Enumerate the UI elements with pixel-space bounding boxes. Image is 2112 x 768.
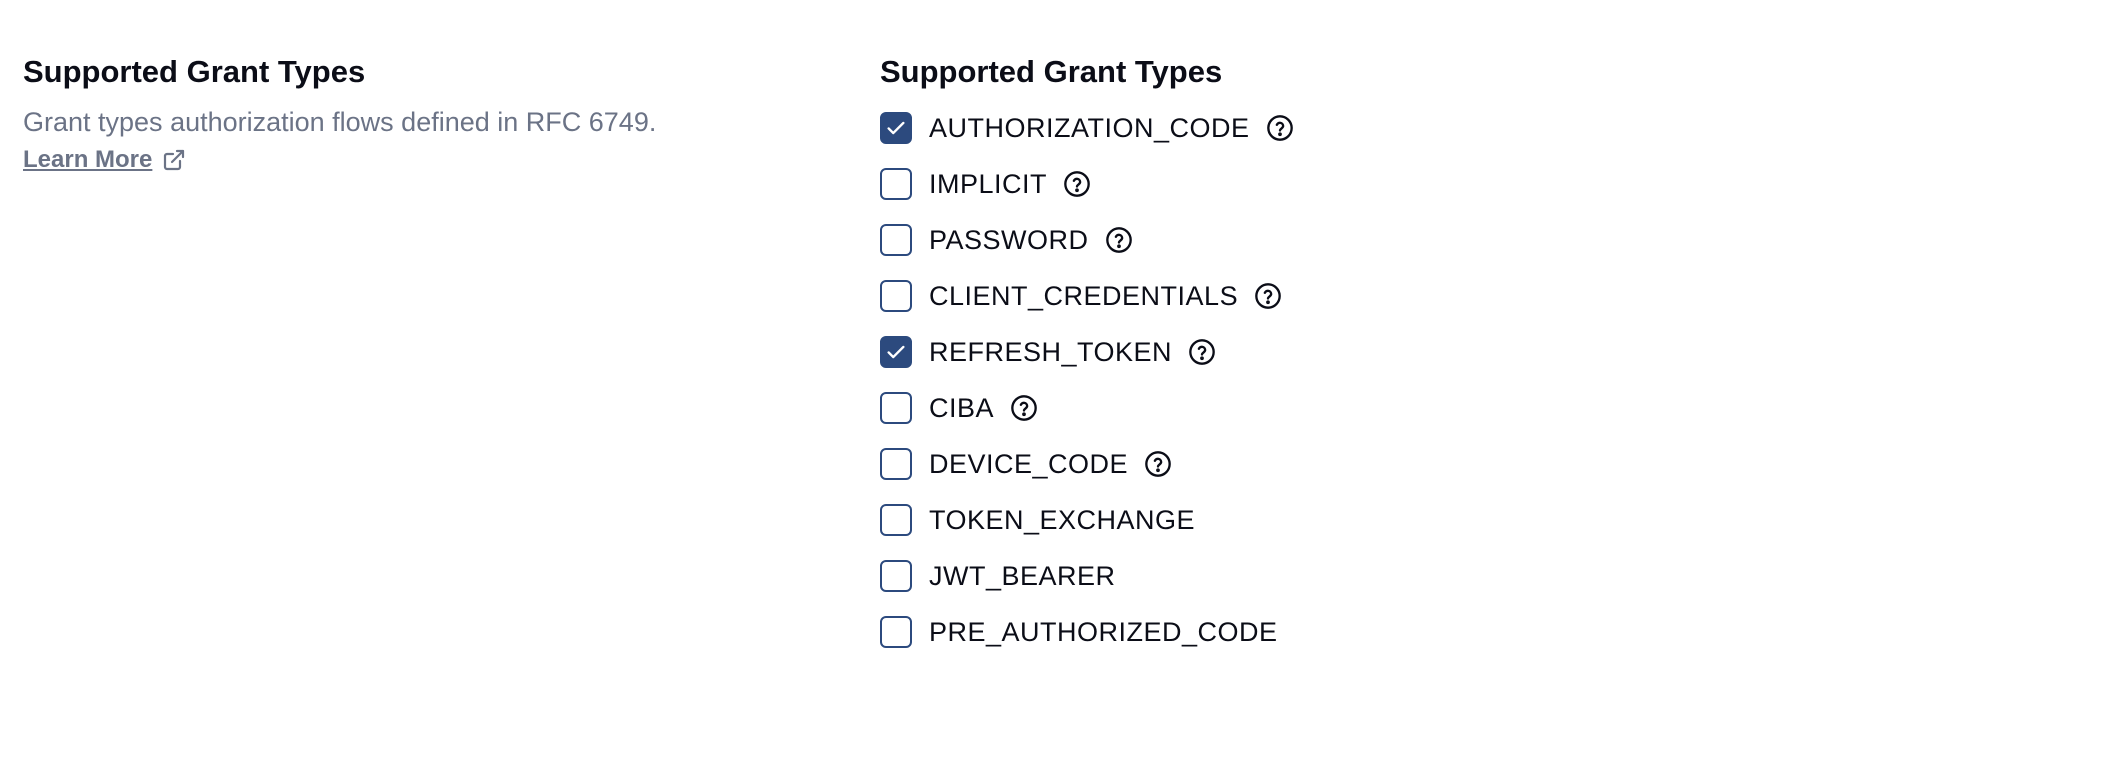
grant-type-option[interactable]: IMPLICIT (880, 156, 1294, 212)
grant-type-checkbox[interactable] (880, 504, 912, 536)
learn-more-label: Learn More (23, 146, 153, 173)
grant-type-option[interactable]: PRE_AUTHORIZED_CODE (880, 604, 1294, 660)
help-icon[interactable] (1254, 282, 1282, 310)
section-description: Supported Grant Types Grant types author… (23, 52, 823, 174)
grant-type-checkbox[interactable] (880, 560, 912, 592)
grant-type-label: TOKEN_EXCHANGE (929, 504, 1196, 535)
grant-type-label: CLIENT_CREDENTIALS (929, 280, 1239, 311)
grant-type-option[interactable]: CLIENT_CREDENTIALS (880, 268, 1294, 324)
grant-type-list: AUTHORIZATION_CODE IMPLICIT PASSWORD CLIENT… (880, 100, 1294, 660)
grant-type-label: REFRESH_TOKEN (929, 336, 1173, 367)
grant-type-label: AUTHORIZATION_CODE (929, 112, 1250, 143)
external-link-icon (164, 149, 185, 171)
check-icon (887, 345, 905, 359)
grant-type-option[interactable]: AUTHORIZATION_CODE (880, 100, 1294, 156)
check-icon (887, 121, 905, 135)
learn-more-link[interactable]: Learn More (23, 146, 186, 174)
help-icon[interactable] (1188, 338, 1216, 366)
grant-type-checkbox[interactable] (880, 336, 912, 368)
grant-type-option[interactable]: CIBA (880, 380, 1294, 436)
grant-type-option[interactable]: PASSWORD (880, 212, 1294, 268)
grant-type-option[interactable]: REFRESH_TOKEN (880, 324, 1294, 380)
help-icon[interactable] (1063, 170, 1091, 198)
help-icon[interactable] (1144, 450, 1172, 478)
section-description-text: Grant types authorization flows defined … (23, 107, 657, 137)
grant-type-checkbox[interactable] (880, 224, 912, 256)
grant-type-label: IMPLICIT (929, 168, 1048, 199)
grant-type-checkbox[interactable] (880, 392, 912, 424)
grant-type-label: JWT_BEARER (929, 560, 1116, 591)
help-icon[interactable] (1010, 394, 1038, 422)
help-icon[interactable] (1266, 114, 1294, 142)
grant-type-checkbox[interactable] (880, 280, 912, 312)
help-icon[interactable] (1105, 226, 1133, 254)
grant-type-label: PASSWORD (929, 224, 1089, 255)
field-title: Supported Grant Types (880, 54, 1223, 89)
grant-type-checkbox[interactable] (880, 616, 912, 648)
grant-type-label: DEVICE_CODE (929, 448, 1129, 479)
grant-type-option[interactable]: JWT_BEARER (880, 548, 1294, 604)
section-title: Supported Grant Types (23, 54, 366, 89)
grant-type-option[interactable]: DEVICE_CODE (880, 436, 1294, 492)
grant-type-checkbox[interactable] (880, 112, 912, 144)
grant-type-label: CIBA (929, 392, 995, 423)
grant-type-checkbox[interactable] (880, 168, 912, 200)
grant-types-field: Supported Grant Types AUTHORIZATION_CODE… (880, 52, 1294, 660)
grant-type-option[interactable]: TOKEN_EXCHANGE (880, 492, 1294, 548)
grant-type-checkbox[interactable] (880, 448, 912, 480)
grant-type-label: PRE_AUTHORIZED_CODE (929, 616, 1278, 647)
